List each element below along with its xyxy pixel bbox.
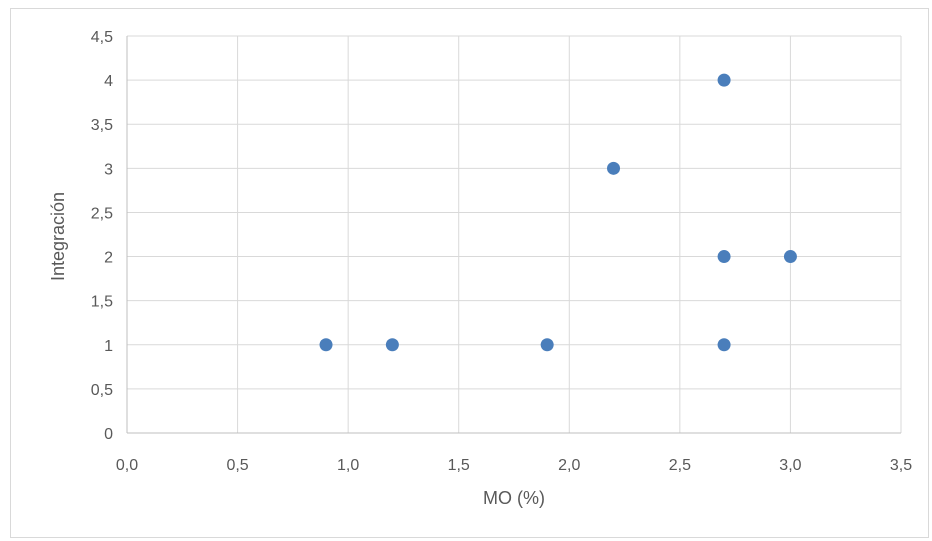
y-axis-tick-labels: 0 0,5 1 1,5 2 2,5 3 3,5 4 4,5 xyxy=(91,29,113,443)
x-tick-label: 2,5 xyxy=(669,457,691,474)
data-points xyxy=(319,73,797,352)
x-tick-label: 0,5 xyxy=(226,457,248,474)
y-tick-label: 2,5 xyxy=(91,205,113,222)
data-point xyxy=(783,250,797,264)
x-tick-label: 3,0 xyxy=(779,457,801,474)
data-point xyxy=(385,338,399,352)
x-tick-label: 2,0 xyxy=(558,457,580,474)
y-axis-title: Integración xyxy=(48,192,68,281)
y-tick-label: 3,5 xyxy=(91,117,113,134)
y-tick-label: 2 xyxy=(104,250,113,267)
chart-frame xyxy=(10,8,929,538)
grid-lines xyxy=(127,35,902,433)
data-point xyxy=(607,161,621,175)
y-tick-label: 0 xyxy=(104,426,113,443)
data-point xyxy=(717,73,731,87)
x-tick-label: 1,5 xyxy=(448,457,470,474)
y-tick-label: 4,5 xyxy=(91,29,113,46)
axes xyxy=(126,36,901,434)
y-tick-label: 0,5 xyxy=(91,382,113,399)
y-tick-label: 3 xyxy=(104,161,113,178)
y-tick-label: 4 xyxy=(104,73,113,90)
data-point xyxy=(319,338,333,352)
x-tick-label: 0,0 xyxy=(116,457,138,474)
y-tick-label: 1,5 xyxy=(91,294,113,311)
data-point xyxy=(717,250,731,264)
x-tick-label: 3,5 xyxy=(890,457,912,474)
x-axis-tick-labels: 0,0 0,5 1,0 1,5 2,0 2,5 3,0 3,5 xyxy=(116,457,912,474)
data-point xyxy=(540,338,554,352)
y-tick-label: 1 xyxy=(104,338,113,355)
data-point xyxy=(717,338,731,352)
x-tick-label: 1,0 xyxy=(337,457,359,474)
x-axis-title: MO (%) xyxy=(483,488,545,508)
